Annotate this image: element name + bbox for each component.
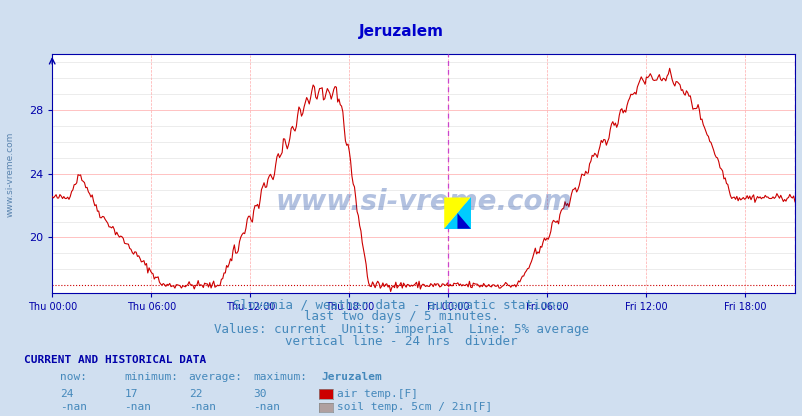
Text: maximum:: maximum:: [253, 372, 306, 382]
Polygon shape: [444, 198, 470, 229]
Text: now:: now:: [60, 372, 87, 382]
Text: Values: current  Units: imperial  Line: 5% average: Values: current Units: imperial Line: 5%…: [214, 323, 588, 336]
Text: 24: 24: [60, 389, 74, 399]
Text: last two days / 5 minutes.: last two days / 5 minutes.: [304, 310, 498, 324]
Text: -nan: -nan: [60, 402, 87, 412]
Polygon shape: [457, 213, 470, 229]
Text: www.si-vreme.com: www.si-vreme.com: [5, 132, 14, 218]
Text: soil temp. 5cm / 2in[F]: soil temp. 5cm / 2in[F]: [337, 402, 492, 412]
Text: 22: 22: [188, 389, 202, 399]
Text: air temp.[F]: air temp.[F]: [337, 389, 418, 399]
Text: 17: 17: [124, 389, 138, 399]
Text: average:: average:: [188, 372, 242, 382]
Text: Jeruzalem: Jeruzalem: [321, 372, 382, 382]
Text: Slovenia / weather data - automatic stations.: Slovenia / weather data - automatic stat…: [233, 298, 569, 311]
Polygon shape: [444, 198, 470, 229]
Text: -nan: -nan: [253, 402, 280, 412]
Text: vertical line - 24 hrs  divider: vertical line - 24 hrs divider: [285, 335, 517, 349]
Text: -nan: -nan: [124, 402, 152, 412]
Text: Jeruzalem: Jeruzalem: [358, 24, 444, 39]
Text: CURRENT AND HISTORICAL DATA: CURRENT AND HISTORICAL DATA: [24, 355, 206, 365]
Text: -nan: -nan: [188, 402, 216, 412]
Text: minimum:: minimum:: [124, 372, 178, 382]
Text: 30: 30: [253, 389, 266, 399]
Text: www.si-vreme.com: www.si-vreme.com: [275, 188, 571, 216]
